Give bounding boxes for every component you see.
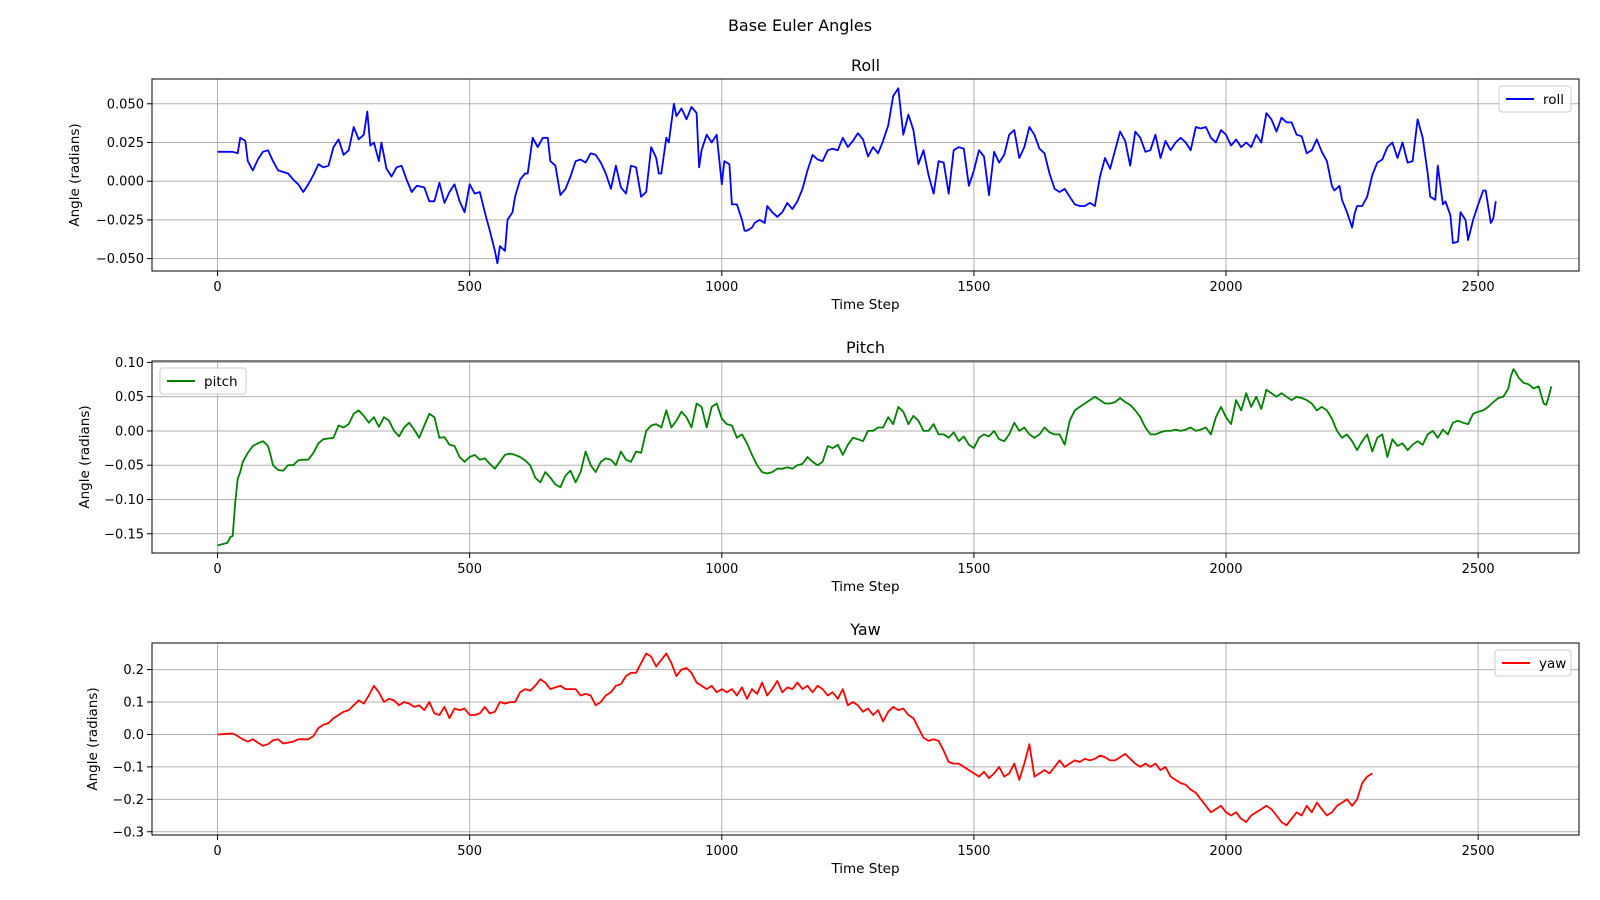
x-tick-label: 500	[457, 562, 482, 577]
y-tick-label: −0.2	[112, 793, 144, 808]
y-tick-label: 0.050	[107, 97, 144, 112]
y-tick-label: 0.0	[123, 728, 144, 743]
subplot-title: Yaw	[849, 620, 880, 639]
x-tick-label: 0	[213, 280, 221, 295]
y-tick-label: −0.1	[112, 760, 144, 775]
series-line-roll	[217, 87, 1497, 265]
axes-frame	[151, 78, 1580, 272]
legend-box	[1494, 649, 1572, 677]
x-tick-label: 2000	[1209, 562, 1242, 577]
subplot-title: Pitch	[846, 338, 885, 357]
legend: roll	[1498, 85, 1572, 113]
y-axis-label: Angle (radians)	[77, 405, 93, 508]
x-tick-label: 500	[457, 844, 482, 859]
y-tick-label: −0.15	[104, 527, 144, 542]
y-axis-label: Angle (radians)	[67, 123, 83, 226]
x-tick-label: 1500	[957, 280, 990, 295]
subplot-yaw: 0 500 1000 1500 2000 2500 −0.3 −0.2 −0.1 0.0 0.1 0.…	[85, 620, 1580, 877]
x-tick-label: 2000	[1209, 844, 1242, 859]
x-tick-label: 1500	[957, 844, 990, 859]
y-tick-label: 0.1	[123, 696, 144, 711]
legend-box	[1498, 85, 1572, 113]
x-axis-label: Time Step	[830, 297, 899, 313]
x-tick-label: 2500	[1462, 280, 1495, 295]
x-axis-label: Time Step	[830, 579, 899, 595]
subplot-roll: 0 500 1000 1500 2000 2500 −0.050 −0.025 0.000 0.0…	[67, 56, 1580, 313]
x-tick-label: 1000	[705, 562, 738, 577]
x-tick-label: 1500	[957, 562, 990, 577]
y-tick-label: −0.10	[104, 493, 144, 508]
y-tick-label: −0.3	[112, 825, 144, 840]
legend-label: yaw	[1539, 656, 1566, 672]
x-tick-label: 2000	[1209, 280, 1242, 295]
y-tick-label: −0.05	[104, 459, 144, 474]
x-tick-label: 0	[213, 844, 221, 859]
y-tick-label: 0.000	[107, 175, 144, 190]
y-tick-label: 0.025	[107, 136, 144, 151]
legend: pitch	[159, 367, 247, 395]
y-tick-label: 0.2	[123, 663, 144, 678]
x-tick-label: 500	[457, 280, 482, 295]
x-tick-label: 2500	[1462, 562, 1495, 577]
series-line-pitch	[217, 368, 1553, 547]
y-tick-label: −0.025	[96, 213, 144, 228]
subplot-title: Roll	[851, 56, 880, 75]
y-tick-label: 0.00	[115, 424, 144, 439]
legend-label: pitch	[204, 374, 238, 390]
legend: yaw	[1494, 649, 1572, 677]
x-tick-label: 0	[213, 562, 221, 577]
subplot-pitch: 0 500 1000 1500 2000 2500 −0.15 −0.10 −0.05 0.00 0…	[77, 338, 1580, 595]
y-tick-label: −0.050	[96, 252, 144, 267]
legend-label: roll	[1543, 92, 1564, 108]
axes-frame	[151, 360, 1580, 554]
y-tick-label: 0.05	[115, 390, 144, 405]
legend-box	[159, 367, 247, 395]
axes-frame	[151, 642, 1580, 836]
x-tick-label: 2500	[1462, 844, 1495, 859]
x-axis-label: Time Step	[830, 861, 899, 877]
y-tick-label: 0.10	[115, 356, 144, 371]
series-line-yaw	[217, 652, 1373, 827]
figure-title: Base Euler Angles	[728, 16, 872, 35]
x-tick-label: 1000	[705, 844, 738, 859]
y-axis-label: Angle (radians)	[85, 687, 101, 790]
subplots: 0 500 1000 1500 2000 2500−0.050−0.0250.0000.0…	[67, 56, 1580, 877]
x-tick-label: 1000	[705, 280, 738, 295]
